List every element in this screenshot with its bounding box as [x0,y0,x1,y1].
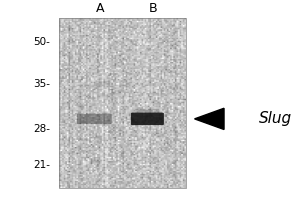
Text: B: B [149,2,158,15]
Text: Slug: Slug [260,111,292,126]
Text: A: A [96,2,104,15]
FancyBboxPatch shape [96,81,110,87]
Text: 50-: 50- [33,37,50,47]
FancyBboxPatch shape [131,113,164,125]
FancyBboxPatch shape [135,109,160,115]
Text: 35-: 35- [33,79,50,89]
Text: 28-: 28- [33,124,50,134]
FancyBboxPatch shape [77,114,112,124]
Polygon shape [195,108,224,129]
Text: 21-: 21- [33,160,50,170]
Bar [59,18,186,188]
